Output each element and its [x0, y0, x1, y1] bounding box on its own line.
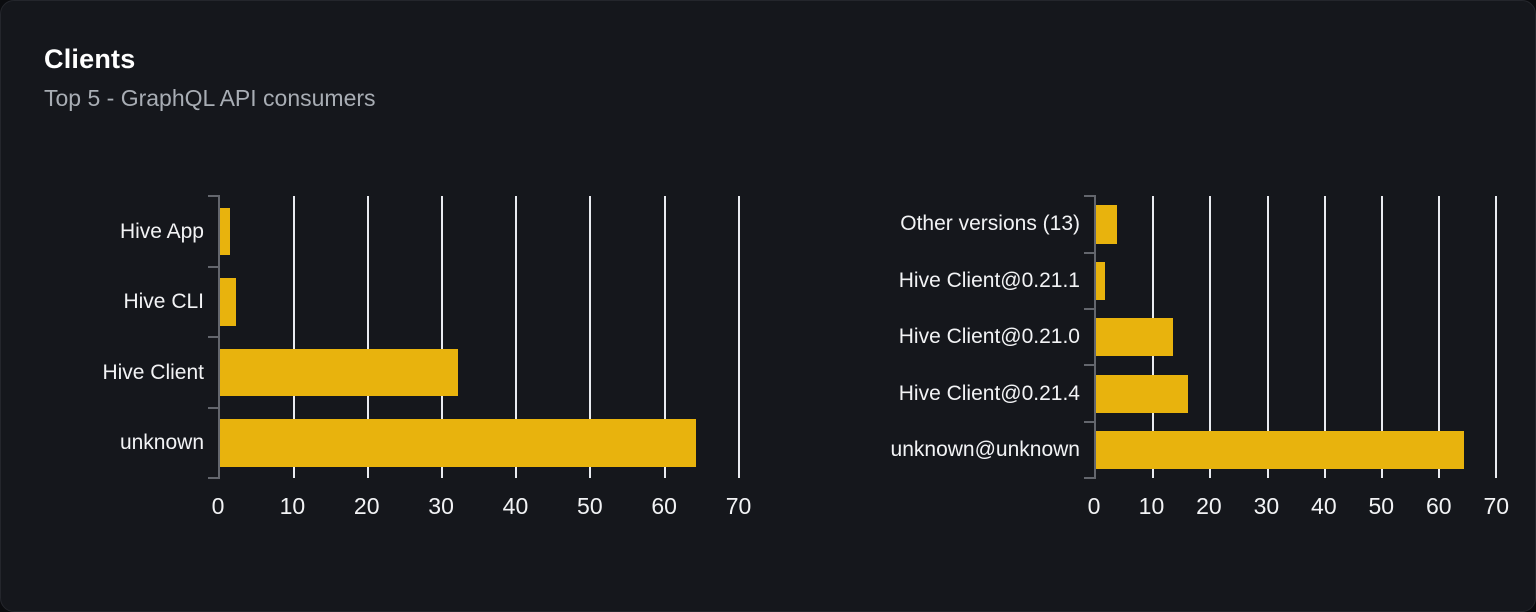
gridline: [367, 196, 370, 479]
category-label: unknown@unknown: [890, 438, 1080, 462]
axis-tick: [208, 336, 220, 339]
bar[interactable]: [220, 278, 237, 326]
x-tick-label: 70: [725, 493, 752, 520]
clients-by-version-chart: Other versions (13) Hive Client@0.21.1 Hiv…: [856, 195, 1509, 526]
gridline: [1438, 196, 1441, 479]
axis-tick: [1084, 251, 1096, 254]
charts-row: Hive App Hive CLI Hive Client unknown 0 10 20…: [100, 195, 1509, 526]
axis-tick: [208, 265, 220, 268]
x-tick-label: 60: [1425, 493, 1452, 520]
x-tick-label: 40: [1311, 493, 1337, 520]
x-axis-spacer: [100, 478, 218, 526]
gridline: [441, 196, 444, 479]
bar[interactable]: [1096, 374, 1189, 413]
x-tick-label: 10: [1138, 493, 1165, 520]
x-tick-label: 40: [502, 493, 529, 520]
axis-tick: [1084, 477, 1096, 480]
category-label: Hive App: [119, 219, 204, 243]
x-tick-label: 70: [1483, 493, 1510, 520]
gridline: [293, 196, 296, 479]
axis-tick: [208, 477, 220, 480]
gridline: [737, 196, 740, 479]
category-label: Hive Client: [102, 360, 204, 384]
bar[interactable]: [1096, 318, 1173, 357]
chart-body: Other versions (13) Hive Client@0.21.1 Hiv…: [856, 195, 1502, 480]
x-tick-label: 0: [211, 493, 225, 520]
x-tick-label: 50: [1368, 493, 1395, 520]
y-axis-labels: Hive App Hive CLI Hive Client unknown: [100, 196, 218, 478]
category-label: Hive CLI: [123, 290, 204, 314]
plot-area: [1084, 195, 1502, 480]
x-tick-label: 0: [1087, 493, 1101, 520]
bar[interactable]: [220, 207, 231, 256]
card-header: Clients Top 5 - GraphQL API consumers: [1, 1, 1535, 114]
card-subtitle: Top 5 - GraphQL API consumers: [44, 85, 376, 112]
plot-area: [208, 195, 746, 480]
x-axis-labels: 0 10 20 30 40 50 60 70: [1088, 478, 1509, 526]
x-axis-labels: 0 10 20 30 40 50 60 70: [212, 478, 752, 526]
category-label: Hive Client@0.21.4: [898, 381, 1080, 405]
axis-tick: [1084, 364, 1096, 367]
x-tick-label: 60: [651, 493, 677, 520]
bar[interactable]: [220, 419, 697, 467]
x-axis: 0 10 20 30 40 50 60 70: [856, 478, 1509, 526]
x-axis: 0 10 20 30 40 50 60 70: [100, 478, 752, 526]
category-label: Hive Client@0.21.0: [898, 325, 1080, 349]
x-tick-label: 20: [1196, 493, 1222, 520]
x-tick-label: 30: [428, 493, 454, 520]
bar[interactable]: [1096, 261, 1105, 301]
axis-tick: [1084, 308, 1096, 311]
chart-body: Hive App Hive CLI Hive Client unknown: [100, 195, 746, 480]
bar[interactable]: [1096, 205, 1117, 244]
axis-tick: [1084, 195, 1096, 198]
gridline: [1323, 196, 1326, 479]
category-label: unknown: [119, 431, 204, 455]
gridline: [589, 196, 592, 479]
gridline: [663, 196, 666, 479]
category-label: Other versions (13): [900, 212, 1080, 236]
x-tick-label: 30: [1253, 493, 1280, 520]
axis-tick: [208, 406, 220, 409]
clients-by-name-chart: Hive App Hive CLI Hive Client unknown 0 10 20…: [100, 195, 752, 526]
x-tick-label: 20: [353, 493, 380, 520]
bar[interactable]: [220, 348, 458, 397]
gridline: [1266, 196, 1269, 479]
gridline: [1495, 196, 1498, 479]
x-tick-label: 10: [279, 493, 306, 520]
card-title: Clients: [44, 44, 136, 74]
x-tick-label: 50: [577, 493, 603, 520]
axis-tick: [208, 195, 220, 198]
category-label: Hive Client@0.21.1: [898, 268, 1080, 292]
y-axis-labels: Other versions (13) Hive Client@0.21.1 Hiv…: [856, 196, 1094, 478]
x-axis-spacer: [856, 478, 1094, 526]
bar[interactable]: [1096, 430, 1465, 470]
gridline: [1380, 196, 1383, 479]
gridline: [515, 196, 518, 479]
gridline: [1209, 196, 1212, 479]
axis-tick: [1084, 420, 1096, 423]
